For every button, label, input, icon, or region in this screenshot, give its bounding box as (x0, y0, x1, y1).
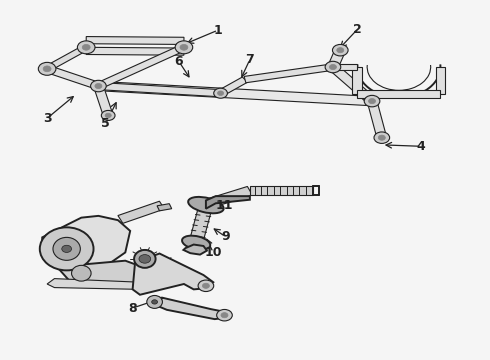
Circle shape (180, 44, 188, 50)
Polygon shape (183, 244, 207, 255)
Polygon shape (42, 216, 130, 270)
Polygon shape (352, 67, 362, 94)
Text: 10: 10 (204, 246, 222, 259)
Circle shape (43, 66, 51, 72)
Polygon shape (45, 66, 100, 89)
Ellipse shape (182, 236, 210, 250)
Polygon shape (157, 204, 171, 211)
Polygon shape (328, 49, 345, 68)
Circle shape (198, 280, 214, 292)
Circle shape (62, 245, 72, 252)
Ellipse shape (134, 250, 156, 268)
Polygon shape (190, 204, 213, 243)
Text: 2: 2 (353, 23, 362, 36)
Circle shape (38, 62, 56, 75)
Ellipse shape (147, 296, 162, 309)
Text: 9: 9 (221, 230, 230, 243)
Polygon shape (333, 64, 357, 70)
Polygon shape (367, 100, 387, 138)
Polygon shape (144, 257, 175, 269)
Text: 11: 11 (216, 199, 233, 212)
Ellipse shape (40, 227, 94, 270)
Polygon shape (436, 67, 445, 94)
Circle shape (105, 113, 111, 118)
Ellipse shape (188, 197, 223, 213)
Circle shape (218, 91, 223, 95)
Polygon shape (357, 90, 441, 98)
Text: 8: 8 (128, 302, 137, 315)
Text: 4: 4 (416, 140, 425, 153)
Polygon shape (96, 45, 186, 89)
Circle shape (364, 95, 380, 107)
Circle shape (82, 44, 90, 50)
Ellipse shape (53, 237, 80, 260)
Circle shape (202, 283, 209, 288)
Polygon shape (98, 82, 221, 97)
Circle shape (337, 48, 344, 53)
Polygon shape (244, 64, 334, 83)
Circle shape (378, 135, 385, 140)
Circle shape (221, 312, 228, 318)
Polygon shape (218, 77, 247, 96)
Text: 6: 6 (175, 55, 183, 68)
Circle shape (325, 61, 341, 73)
Polygon shape (94, 85, 113, 116)
Circle shape (329, 64, 337, 69)
Polygon shape (118, 201, 165, 223)
Circle shape (91, 80, 106, 92)
Polygon shape (206, 196, 250, 209)
Circle shape (332, 44, 348, 56)
Polygon shape (98, 81, 372, 106)
Text: 5: 5 (101, 117, 110, 130)
Text: 3: 3 (43, 112, 51, 125)
Circle shape (175, 41, 193, 54)
Polygon shape (47, 279, 150, 289)
Polygon shape (86, 37, 184, 44)
Polygon shape (250, 186, 314, 195)
Text: 1: 1 (214, 24, 222, 37)
Polygon shape (57, 261, 140, 286)
Circle shape (368, 99, 375, 104)
Text: 7: 7 (245, 53, 254, 66)
Circle shape (374, 132, 390, 143)
Circle shape (77, 41, 95, 54)
Circle shape (139, 255, 151, 263)
Polygon shape (329, 64, 376, 104)
Circle shape (214, 88, 227, 98)
Polygon shape (86, 47, 184, 55)
Polygon shape (133, 253, 213, 295)
Polygon shape (152, 298, 225, 319)
Circle shape (101, 111, 115, 121)
Circle shape (152, 300, 158, 304)
Polygon shape (45, 45, 89, 71)
Circle shape (217, 310, 232, 321)
Polygon shape (203, 186, 252, 209)
Circle shape (95, 84, 102, 89)
Ellipse shape (72, 265, 91, 281)
